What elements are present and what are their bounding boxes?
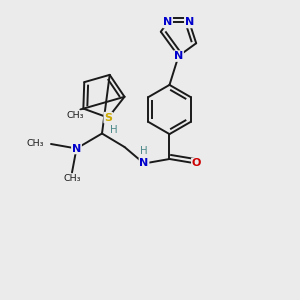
Text: N: N [72,143,81,154]
Text: CH₃: CH₃ [64,174,81,183]
Text: N: N [185,17,194,28]
Text: N: N [140,158,148,169]
Text: O: O [192,158,201,169]
Text: H: H [140,146,148,156]
Text: N: N [174,51,183,61]
Text: S: S [104,112,112,123]
Text: CH₃: CH₃ [27,139,44,148]
Text: H: H [110,125,117,136]
Text: N: N [163,17,172,28]
Text: CH₃: CH₃ [66,111,84,120]
